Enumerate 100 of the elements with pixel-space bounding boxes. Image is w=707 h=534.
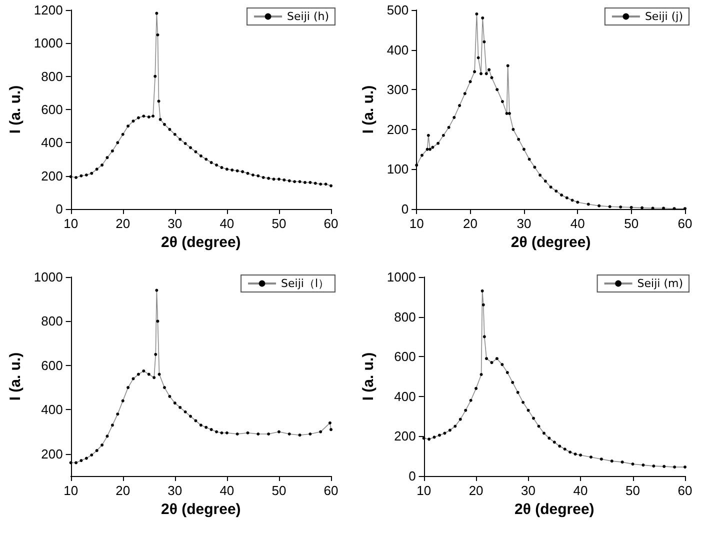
point: [522, 400, 525, 404]
point: [69, 175, 72, 178]
point: [262, 176, 265, 179]
point: [189, 414, 192, 418]
point: [672, 207, 676, 210]
x-tick-label: 20: [463, 216, 478, 231]
point: [152, 114, 155, 118]
point: [152, 376, 156, 380]
y-tick-label: 400: [386, 42, 409, 58]
legend-label: Seiji (h): [287, 10, 330, 23]
x-axis-title: 2θ (degree): [514, 501, 594, 518]
point: [230, 168, 234, 172]
point: [80, 174, 83, 178]
point: [110, 424, 114, 427]
point: [480, 373, 483, 376]
point: [684, 466, 686, 469]
point: [220, 431, 224, 434]
point: [458, 104, 462, 108]
point: [162, 122, 166, 126]
x-tick-label: 40: [573, 483, 588, 498]
x-tick-label: 40: [570, 216, 585, 231]
y-tick-label: 800: [41, 68, 63, 84]
point: [319, 182, 322, 186]
point: [189, 146, 192, 150]
point: [95, 449, 98, 452]
point: [256, 174, 260, 178]
y-tick-label: 500: [386, 2, 409, 18]
point: [267, 176, 270, 180]
point: [184, 410, 187, 414]
point: [210, 428, 213, 432]
x-tick-label: 20: [116, 483, 130, 498]
x-axis-title: 2θ (degree): [161, 234, 241, 251]
point: [225, 431, 228, 434]
point: [544, 180, 547, 183]
point: [438, 434, 441, 437]
x-tick-label: 30: [168, 216, 182, 231]
point: [673, 466, 676, 469]
point: [442, 134, 445, 137]
point: [589, 456, 592, 459]
y-tick-label: 0: [401, 202, 409, 216]
point: [158, 372, 161, 376]
point: [236, 169, 239, 172]
point: [608, 205, 612, 208]
point: [640, 206, 644, 210]
y-axis-title: I (a. u.): [360, 352, 377, 401]
point: [293, 180, 296, 184]
point: [282, 178, 286, 182]
point: [298, 180, 302, 184]
point: [136, 116, 140, 120]
point: [537, 424, 540, 428]
point: [568, 450, 572, 454]
y-tick-label: 400: [394, 388, 416, 404]
point: [298, 434, 302, 437]
x-tick-label: 10: [416, 483, 432, 498]
y-tick-label: 200: [386, 122, 409, 137]
point: [272, 178, 276, 181]
point: [210, 161, 213, 164]
y-tick-label: 100: [386, 162, 409, 177]
point: [199, 424, 202, 427]
point: [619, 206, 622, 209]
y-tick-label: 600: [394, 349, 416, 364]
point: [220, 166, 224, 170]
point: [506, 371, 509, 374]
point: [121, 132, 124, 136]
point: [116, 141, 120, 144]
point: [194, 419, 198, 422]
point: [156, 33, 160, 36]
y-tick-label: 200: [394, 428, 416, 444]
point: [184, 142, 187, 145]
y-tick-label: 1000: [34, 270, 63, 284]
point: [500, 363, 504, 366]
point: [328, 421, 332, 424]
legend-label: Seiji（l）: [281, 277, 330, 290]
point: [132, 120, 135, 123]
point: [204, 426, 208, 429]
point: [156, 320, 160, 323]
point: [558, 444, 562, 448]
x-tick-label: 30: [168, 483, 182, 498]
point: [173, 132, 176, 136]
y-tick-label: 1000: [386, 270, 416, 284]
point: [468, 80, 472, 84]
point: [652, 464, 656, 468]
point: [574, 452, 577, 456]
x-axis-title: 2θ (degree): [161, 501, 241, 518]
point: [463, 92, 466, 96]
point: [147, 372, 150, 376]
point: [480, 289, 484, 292]
point: [512, 128, 515, 131]
point: [168, 394, 172, 398]
point: [508, 112, 511, 115]
point: [542, 432, 546, 435]
point: [522, 148, 526, 151]
x-tick-label: 30: [521, 483, 536, 498]
point: [516, 390, 520, 394]
point: [100, 164, 104, 167]
point: [484, 72, 488, 76]
point: [482, 40, 486, 44]
point: [204, 158, 208, 161]
point: [126, 386, 130, 390]
point: [225, 168, 228, 171]
